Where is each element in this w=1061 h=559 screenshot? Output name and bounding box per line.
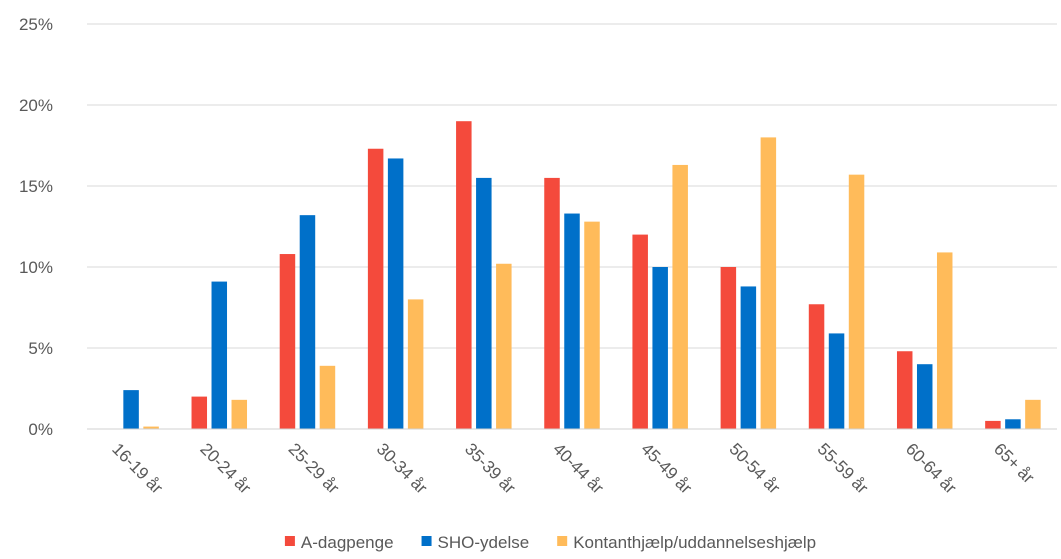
x-axis-ticks: 16-19 år 20-24 år 25-29 år 30-34 år 35-39 år… xyxy=(108,439,1038,497)
x-tick-label: 35-39 år xyxy=(461,439,519,497)
x-tick-label: 60-64 år xyxy=(902,439,960,497)
bar xyxy=(828,333,845,429)
bar xyxy=(740,286,757,429)
bar xyxy=(985,420,1001,429)
bar xyxy=(848,174,865,429)
bar xyxy=(496,263,512,429)
legend-label: Kontanthjælp/uddannelseshjælp xyxy=(573,533,816,552)
bar xyxy=(387,158,404,429)
y-tick-label: 0% xyxy=(28,420,53,439)
bars xyxy=(123,121,1041,430)
y-tick-label: 15% xyxy=(19,177,53,196)
bar xyxy=(231,399,248,429)
bar xyxy=(279,254,296,429)
bar xyxy=(544,177,560,429)
bar xyxy=(808,304,825,429)
bar xyxy=(191,396,208,429)
bar xyxy=(123,390,139,429)
bar xyxy=(367,148,384,430)
legend-swatch xyxy=(421,536,432,546)
bar xyxy=(896,351,913,429)
y-tick-label: 10% xyxy=(19,258,53,277)
bar xyxy=(211,281,228,429)
bar xyxy=(632,234,648,429)
bar xyxy=(916,364,933,429)
legend-label: SHO-ydelse xyxy=(438,533,530,552)
x-tick-label: 55-59 år xyxy=(814,439,872,497)
gridlines xyxy=(87,23,1057,349)
y-axis-ticks: 0% 5% 10% 15% 20% 25% xyxy=(19,15,53,439)
x-tick-label: 25-29 år xyxy=(285,439,343,497)
bar xyxy=(407,299,424,429)
bar xyxy=(1025,399,1041,429)
legend-swatch xyxy=(557,536,568,546)
legend: A-dagpenge SHO-ydelse Kontanthjælp/uddanne… xyxy=(284,533,816,552)
bar xyxy=(143,426,159,429)
bar xyxy=(564,213,580,429)
bar xyxy=(652,267,668,429)
x-tick-label: 20-24 år xyxy=(196,439,254,497)
y-tick-label: 5% xyxy=(28,339,53,358)
bar xyxy=(760,137,777,429)
x-tick-label: 40-44 år xyxy=(549,439,607,497)
x-tick-label: 45-49 år xyxy=(637,439,695,497)
legend-label: A-dagpenge xyxy=(301,533,394,552)
bar xyxy=(672,164,688,429)
bar xyxy=(720,267,737,429)
legend-swatch xyxy=(284,536,295,546)
bar xyxy=(936,252,953,429)
x-tick-label: 65+ år xyxy=(990,439,1038,487)
y-tick-label: 20% xyxy=(19,96,53,115)
bar xyxy=(456,121,472,429)
x-tick-label: 16-19 år xyxy=(108,439,166,497)
bar xyxy=(319,365,336,429)
y-tick-label: 25% xyxy=(19,15,53,34)
bar xyxy=(1005,419,1021,429)
bar xyxy=(584,221,600,429)
x-tick-label: 30-34 år xyxy=(373,439,431,497)
x-tick-label: 50-54 år xyxy=(726,439,784,497)
bar xyxy=(299,215,316,429)
bar xyxy=(476,177,492,429)
